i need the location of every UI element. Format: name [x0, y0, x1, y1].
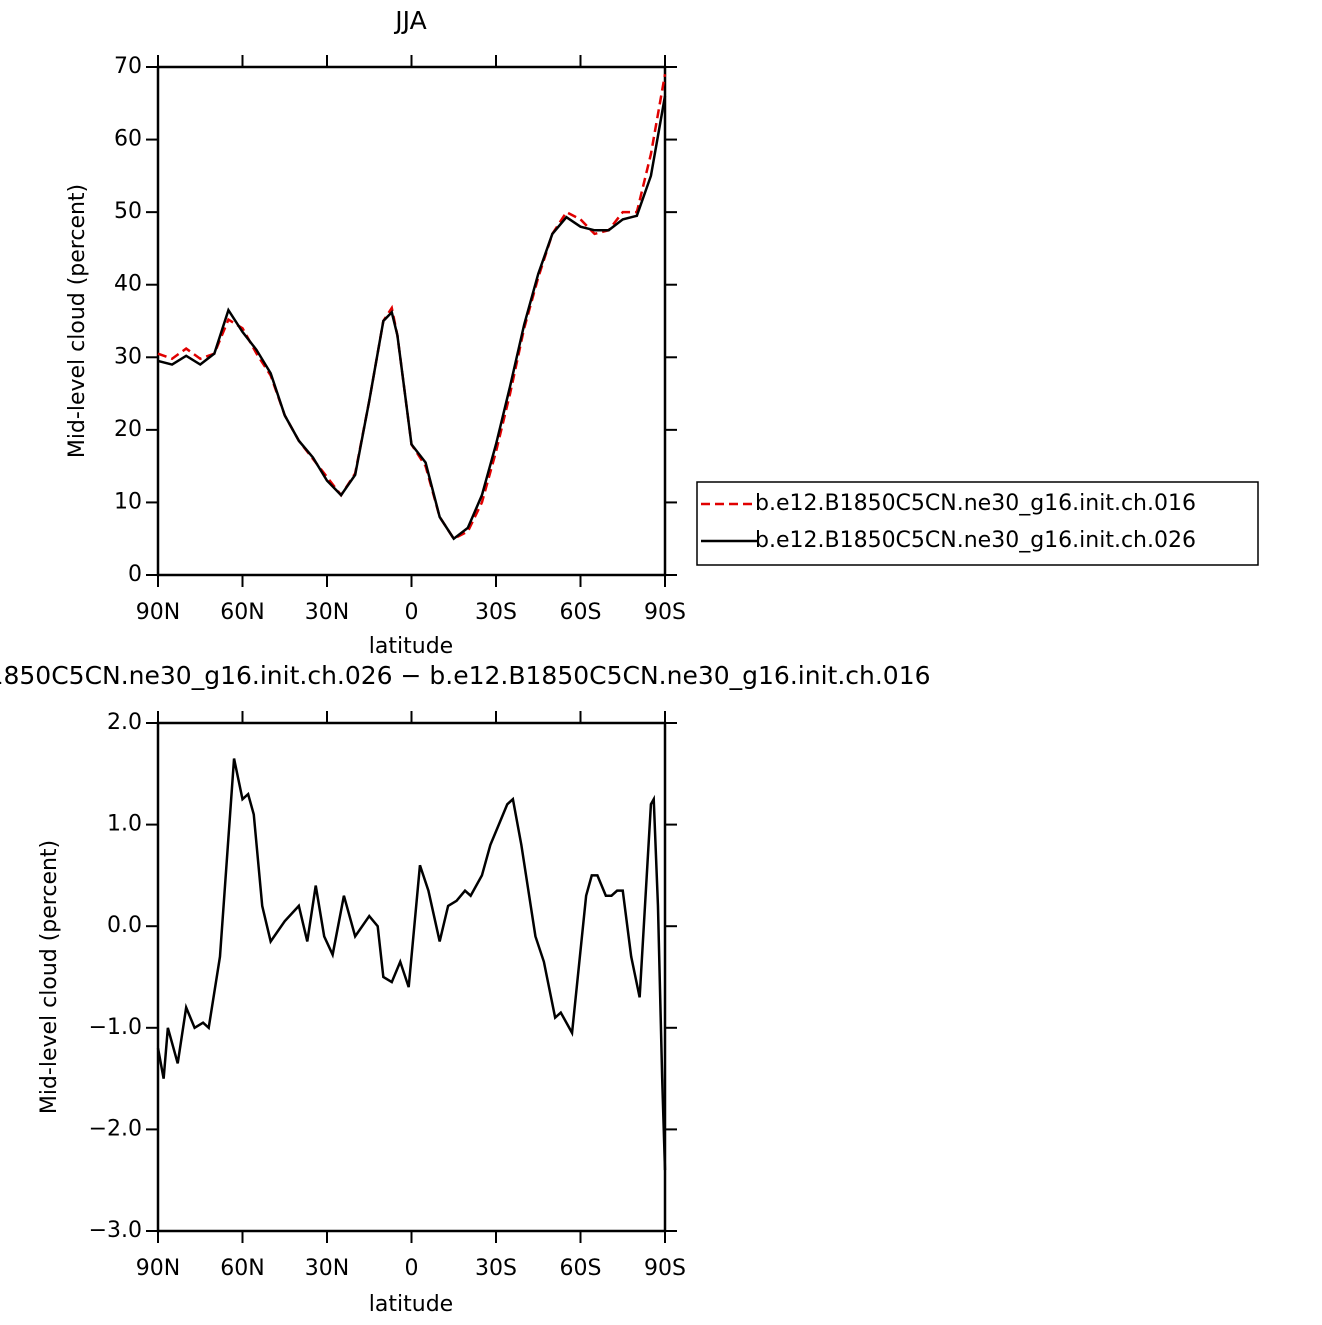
x-axis-label: latitude: [369, 1292, 453, 1317]
data-line: [157, 95, 667, 541]
y-tick-label: 70: [114, 54, 142, 79]
data-line: [157, 74, 667, 541]
x-tick-label: 30N: [305, 600, 349, 625]
x-tick-label: 90S: [644, 1256, 686, 1281]
x-tick-label: 60N: [220, 1256, 264, 1281]
y-tick-label: 50: [114, 199, 142, 224]
plot-frame: [156, 721, 667, 1233]
y-tick-label: 40: [114, 272, 142, 297]
y-tick-label: 2.0: [107, 710, 142, 735]
y-tick-label: 10: [114, 489, 142, 514]
y-tick-label: −1.0: [89, 1015, 142, 1040]
legend-label: b.e12.B1850C5CN.ne30_g16.init.ch.016: [755, 491, 1196, 516]
x-tick-label: 60S: [560, 1256, 602, 1281]
y-tick-label: 0: [128, 562, 142, 587]
x-tick-label: 90S: [644, 600, 686, 625]
x-tick-label: 90N: [136, 1256, 180, 1281]
y-axis-label: Mid-level cloud (percent): [37, 840, 62, 1114]
y-tick-label: −2.0: [89, 1116, 142, 1141]
x-tick-label: 0: [405, 600, 419, 625]
y-tick-label: 0.0: [107, 913, 142, 938]
legend-box: [696, 481, 1259, 566]
y-tick-label: 20: [114, 417, 142, 442]
data-line: [156, 758, 667, 1171]
x-tick-label: 90N: [136, 600, 180, 625]
x-tick-label: 30S: [475, 600, 517, 625]
x-tick-label: 30N: [305, 1256, 349, 1281]
x-tick-label: 30S: [475, 1256, 517, 1281]
x-tick-label: 60S: [560, 600, 602, 625]
legend-label: b.e12.B1850C5CN.ne30_g16.init.ch.026: [755, 528, 1196, 553]
y-tick-label: 60: [114, 127, 142, 152]
x-axis-label: latitude: [369, 634, 453, 659]
y-tick-label: 30: [114, 344, 142, 369]
y-tick-label: −3.0: [89, 1218, 142, 1243]
y-tick-label: 1.0: [107, 812, 142, 837]
x-tick-label: 0: [405, 1256, 419, 1281]
x-tick-label: 60N: [220, 600, 264, 625]
chart-title: JJA: [393, 6, 426, 35]
y-axis-label: Mid-level cloud (percent): [65, 184, 90, 458]
chart-title: b.e12.B1850C5CN.ne30_g16.init.ch.026 − b…: [0, 661, 931, 690]
